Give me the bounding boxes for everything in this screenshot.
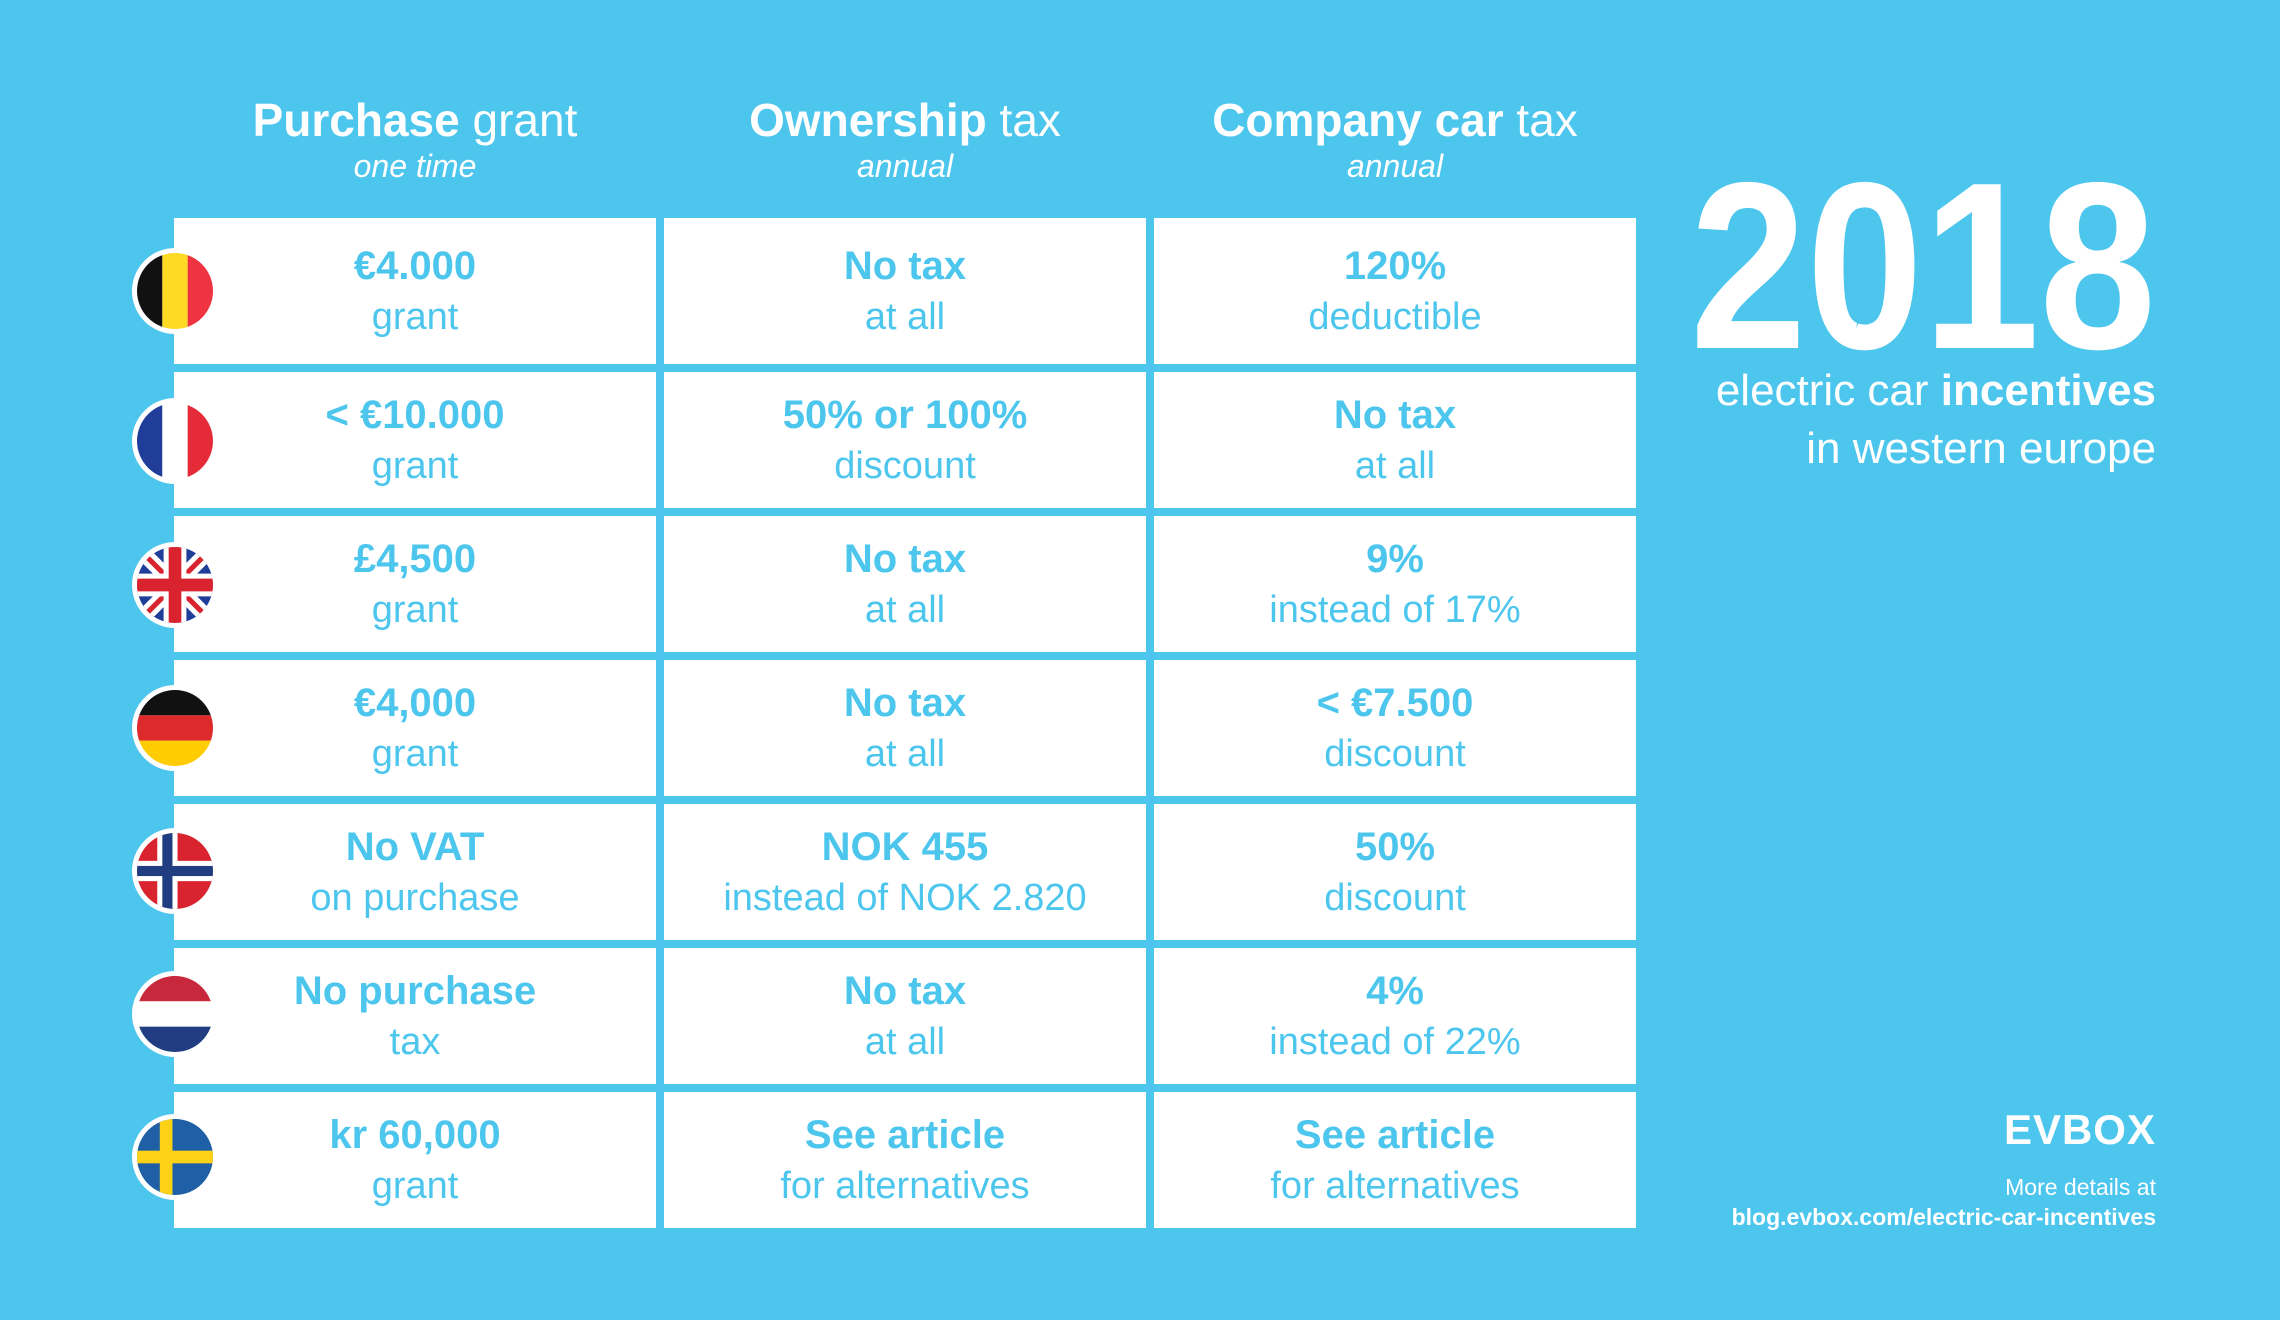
table-cell: No purchase tax xyxy=(174,948,656,1084)
table-cell: 50% or 100% discount xyxy=(664,372,1146,508)
cell-sub: discount xyxy=(834,445,976,487)
cell-sub: at all xyxy=(864,589,946,631)
column-title-rest: tax xyxy=(1503,94,1578,146)
column-header-company-car: Company car tax annual xyxy=(1154,92,1636,192)
table-cell: No tax at all xyxy=(1154,372,1636,508)
cell-sub: grant xyxy=(371,296,459,338)
cell-sub: at all xyxy=(864,1021,946,1063)
cell-main: 4% xyxy=(1366,969,1424,1013)
cell-sub: on purchase xyxy=(310,877,520,919)
table-cell: No tax at all xyxy=(664,948,1146,1084)
more-details-label: More details at xyxy=(2005,1174,2156,1200)
column-title-bold: Company car xyxy=(1212,94,1504,146)
cell-sub: at all xyxy=(864,733,946,775)
subtitle-light: electric car xyxy=(1715,366,1941,415)
cell-main: NOK 455 xyxy=(821,825,989,869)
cell-main: No tax xyxy=(843,537,967,581)
cell-sub: grant xyxy=(371,589,459,631)
cell-sub: instead of NOK 2.820 xyxy=(723,877,1087,919)
cell-main: No tax xyxy=(843,969,967,1013)
norway-flag-icon xyxy=(132,828,218,914)
column-title-rest: grant xyxy=(459,94,578,146)
cell-sub: instead of 22% xyxy=(1269,1021,1521,1063)
cell-main: 50% xyxy=(1354,825,1436,869)
sweden-flag-icon xyxy=(132,1114,218,1200)
table-cell: No tax at all xyxy=(664,660,1146,796)
cell-sub: discount xyxy=(1324,877,1466,919)
cell-sub: for alternatives xyxy=(780,1165,1030,1207)
column-header-purchase: Purchase grant one time xyxy=(174,92,656,192)
cell-main: 120% xyxy=(1343,244,1447,288)
cell-main: No tax xyxy=(1333,393,1457,437)
cell-sub: grant xyxy=(371,445,459,487)
cell-main: No purchase xyxy=(293,969,537,1013)
table-cell: €4,000 grant xyxy=(174,660,656,796)
cell-main: < €7.500 xyxy=(1316,681,1474,725)
cell-main: See article xyxy=(1294,1113,1496,1157)
cell-sub: grant xyxy=(371,733,459,775)
cell-main: €4.000 xyxy=(353,244,477,288)
subtitle-line2: in western europe xyxy=(1806,424,2156,473)
evbox-logo: EVBOX xyxy=(2003,1106,2156,1153)
table-cell: No tax at all xyxy=(664,516,1146,652)
table-cell: < €7.500 discount xyxy=(1154,660,1636,796)
cell-main: €4,000 xyxy=(353,681,477,725)
more-details: More details at blog.evbox.com/electric-… xyxy=(1732,1172,2156,1232)
table-cell: 4% instead of 22% xyxy=(1154,948,1636,1084)
france-flag-icon xyxy=(132,398,218,484)
table-cell: 120% deductible xyxy=(1154,218,1636,364)
svg-text:2018: 2018 xyxy=(1690,168,2156,358)
cell-sub: for alternatives xyxy=(1270,1165,1520,1207)
cell-main: No tax xyxy=(843,681,967,725)
cell-sub: grant xyxy=(371,1165,459,1207)
table-cell: €4.000 grant xyxy=(174,218,656,364)
column-title-bold: Ownership xyxy=(749,94,987,146)
column-subtitle: annual xyxy=(1346,148,1444,184)
cell-main: 9% xyxy=(1366,537,1424,581)
cell-sub: at all xyxy=(1354,445,1436,487)
subtitle-bold: incentives xyxy=(1940,366,2156,415)
year-heading: 2018 xyxy=(1690,168,2156,358)
column-subtitle: annual xyxy=(856,148,954,184)
cell-sub: discount xyxy=(1324,733,1466,775)
table-cell: See article for alternatives xyxy=(1154,1092,1636,1228)
table-cell: No VAT on purchase xyxy=(174,804,656,940)
cell-main: < €10.000 xyxy=(325,393,505,437)
cell-main: No VAT xyxy=(345,825,485,869)
germany-flag-icon xyxy=(132,685,218,771)
cell-main: kr 60,000 xyxy=(329,1113,501,1157)
table-cell: < €10.000 grant xyxy=(174,372,656,508)
year-digit: 18 xyxy=(1923,168,2156,358)
cell-main: £4,500 xyxy=(353,537,477,581)
column-title-bold: Purchase xyxy=(252,94,460,146)
cell-main: 50% or 100% xyxy=(782,393,1028,437)
subtitle: electric car incentives in western europ… xyxy=(1716,362,2156,478)
column-title-rest: tax xyxy=(986,94,1061,146)
cell-main: No tax xyxy=(843,244,967,288)
table-cell: 9% instead of 17% xyxy=(1154,516,1636,652)
table-cell: NOK 455 instead of NOK 2.820 xyxy=(664,804,1146,940)
column-subtitle: one time xyxy=(353,148,477,184)
cell-sub: instead of 17% xyxy=(1269,589,1521,631)
year-digit: 2 xyxy=(1690,168,1807,358)
table-cell: £4,500 grant xyxy=(174,516,656,652)
table-cell: kr 60,000 grant xyxy=(174,1092,656,1228)
netherlands-flag-icon xyxy=(132,971,218,1057)
uk-flag-icon xyxy=(132,542,218,628)
table-cell: See article for alternatives xyxy=(664,1092,1146,1228)
lightning-bolt-icon xyxy=(1850,256,1880,328)
more-details-link[interactable]: blog.evbox.com/electric-car-incentives xyxy=(1731,1204,2156,1230)
cell-main: See article xyxy=(804,1113,1006,1157)
table-cell: 50% discount xyxy=(1154,804,1636,940)
column-header-ownership: Ownership tax annual xyxy=(664,92,1146,192)
cell-sub: deductible xyxy=(1308,296,1482,338)
table-cell: No tax at all xyxy=(664,218,1146,364)
cell-sub: at all xyxy=(864,296,946,338)
belgium-flag-icon xyxy=(132,248,218,334)
cell-sub: tax xyxy=(389,1021,441,1063)
